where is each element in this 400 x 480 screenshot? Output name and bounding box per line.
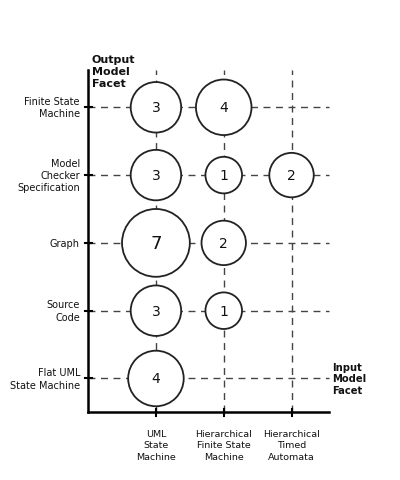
Circle shape bbox=[131, 151, 181, 201]
Text: Source
Code: Source Code bbox=[47, 300, 80, 322]
Circle shape bbox=[128, 351, 184, 407]
Text: 3: 3 bbox=[152, 304, 160, 318]
Text: Input
Model
Facet: Input Model Facet bbox=[332, 362, 366, 395]
Text: Finite State
Machine: Finite State Machine bbox=[24, 97, 80, 119]
Text: 1: 1 bbox=[219, 304, 228, 318]
Text: 3: 3 bbox=[152, 101, 160, 115]
Text: 2: 2 bbox=[219, 236, 228, 251]
Text: 4: 4 bbox=[219, 101, 228, 115]
Circle shape bbox=[131, 286, 181, 336]
Text: Hierarchical
Finite State
Machine: Hierarchical Finite State Machine bbox=[195, 430, 252, 461]
Circle shape bbox=[122, 210, 190, 277]
Text: Flat UML
State Machine: Flat UML State Machine bbox=[10, 368, 80, 390]
Text: 1: 1 bbox=[219, 169, 228, 183]
Text: UML
State
Machine: UML State Machine bbox=[136, 430, 176, 461]
Circle shape bbox=[206, 293, 242, 329]
Circle shape bbox=[131, 83, 181, 133]
Circle shape bbox=[269, 154, 314, 198]
Text: Output
Model
Facet: Output Model Facet bbox=[92, 55, 135, 88]
Text: Hierarchical
Timed
Automata: Hierarchical Timed Automata bbox=[263, 430, 320, 461]
Circle shape bbox=[206, 157, 242, 194]
Circle shape bbox=[202, 221, 246, 265]
Text: 2: 2 bbox=[287, 169, 296, 183]
Text: 7: 7 bbox=[150, 234, 162, 252]
Text: Graph: Graph bbox=[50, 239, 80, 248]
Text: 3: 3 bbox=[152, 169, 160, 183]
Text: Model
Checker
Specification: Model Checker Specification bbox=[17, 158, 80, 193]
Circle shape bbox=[196, 80, 252, 136]
Text: 4: 4 bbox=[152, 372, 160, 385]
